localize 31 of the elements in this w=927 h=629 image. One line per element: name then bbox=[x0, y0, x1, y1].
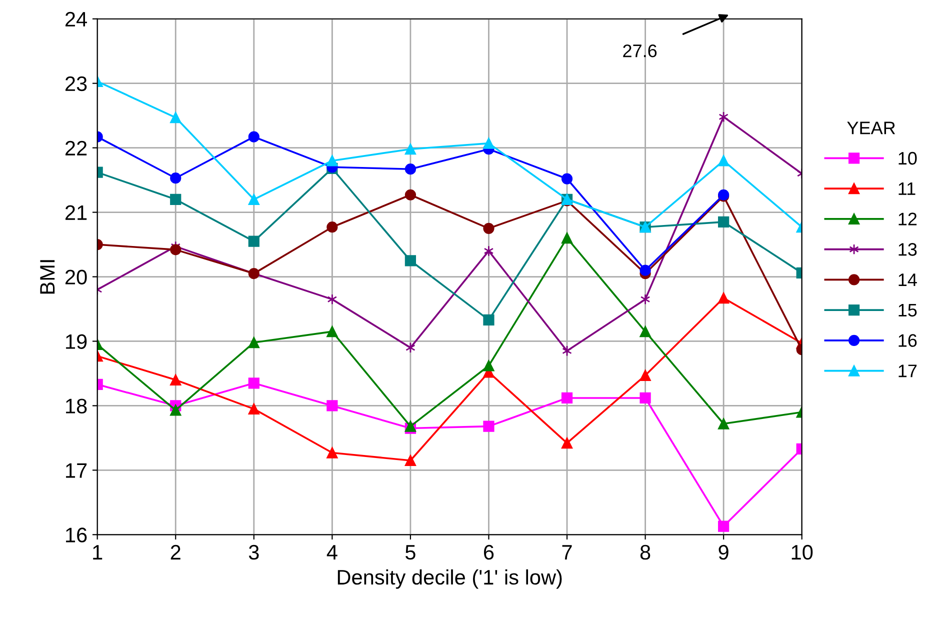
y-tick-label: 17 bbox=[66, 463, 87, 478]
x-tick-label: 4 bbox=[326, 545, 338, 560]
y-axis-title: BMI bbox=[40, 260, 55, 294]
x-tick-label: 9 bbox=[718, 544, 728, 560]
y-tick-label: 19 bbox=[66, 334, 87, 349]
x-tick-label: 8 bbox=[640, 544, 650, 560]
x-tick-label: 6 bbox=[484, 544, 494, 560]
y-tick-label: 18 bbox=[66, 398, 87, 414]
x-tick-label: 7 bbox=[562, 545, 572, 560]
legend-label: 10 bbox=[898, 152, 917, 165]
y-tick-label: 23 bbox=[65, 76, 87, 92]
x-tick-label: 5 bbox=[405, 545, 416, 560]
legend-label: 17 bbox=[898, 364, 917, 378]
annotation: 27.6 bbox=[623, 44, 657, 58]
x-tick-label: 2 bbox=[170, 544, 180, 560]
legend-label: 12 bbox=[898, 212, 917, 226]
y-tick-label: 22 bbox=[65, 140, 87, 156]
y-tick-label: 20 bbox=[65, 270, 87, 285]
legend-label: 13 bbox=[898, 243, 917, 256]
x-tick-label: 1 bbox=[93, 545, 102, 560]
legend-title: YEAR bbox=[847, 122, 896, 134]
y-tick-label: 21 bbox=[65, 205, 87, 220]
legend-label: 16 bbox=[898, 334, 917, 347]
x-tick-label: 3 bbox=[248, 544, 259, 560]
y-tick-label: 16 bbox=[66, 528, 87, 542]
x-tick-label: 10 bbox=[792, 544, 813, 560]
y-tick-label: 24 bbox=[65, 12, 88, 26]
legend-label: 11 bbox=[898, 182, 916, 195]
x-axis-title: Density decile ('1' is low) bbox=[338, 569, 562, 589]
legend-label: 15 bbox=[898, 304, 917, 317]
legend-label: 14 bbox=[898, 274, 917, 286]
